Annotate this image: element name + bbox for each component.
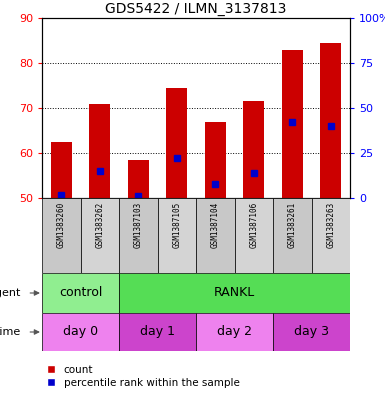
Bar [119,313,196,351]
Text: control: control [59,286,102,299]
Bar [273,313,350,351]
Text: GSM1387106: GSM1387106 [249,202,258,248]
Text: GSM1383261: GSM1383261 [288,202,297,248]
Bar [119,198,157,273]
Text: day 2: day 2 [217,325,252,338]
Text: GSM1383263: GSM1383263 [326,202,335,248]
Text: day 1: day 1 [140,325,175,338]
Bar [128,160,149,198]
Bar [273,198,311,273]
Title: GDS5422 / ILMN_3137813: GDS5422 / ILMN_3137813 [105,2,287,16]
Text: day 3: day 3 [294,325,329,338]
Bar [243,101,264,198]
Text: agent: agent [0,288,21,298]
Text: RANKL: RANKL [214,286,255,299]
Text: GSM1387105: GSM1387105 [172,202,181,248]
Bar [157,198,196,273]
Bar [89,103,110,198]
Bar [42,313,119,351]
Text: GSM1383260: GSM1383260 [57,202,66,248]
Text: day 0: day 0 [63,325,98,338]
Bar [196,198,234,273]
Bar [166,88,187,198]
Bar [119,273,350,313]
Bar [234,198,273,273]
Bar [205,121,226,198]
Text: GSM1383262: GSM1383262 [95,202,104,248]
Bar [311,198,350,273]
Text: GSM1387103: GSM1387103 [134,202,143,248]
Bar [51,142,72,198]
Bar [42,198,80,273]
Bar [196,313,273,351]
Bar [320,43,341,198]
Bar [282,50,303,198]
Text: time: time [0,327,21,337]
Bar [80,198,119,273]
Legend: count, percentile rank within the sample: count, percentile rank within the sample [47,365,240,388]
Bar [42,273,119,313]
Text: GSM1387104: GSM1387104 [211,202,220,248]
